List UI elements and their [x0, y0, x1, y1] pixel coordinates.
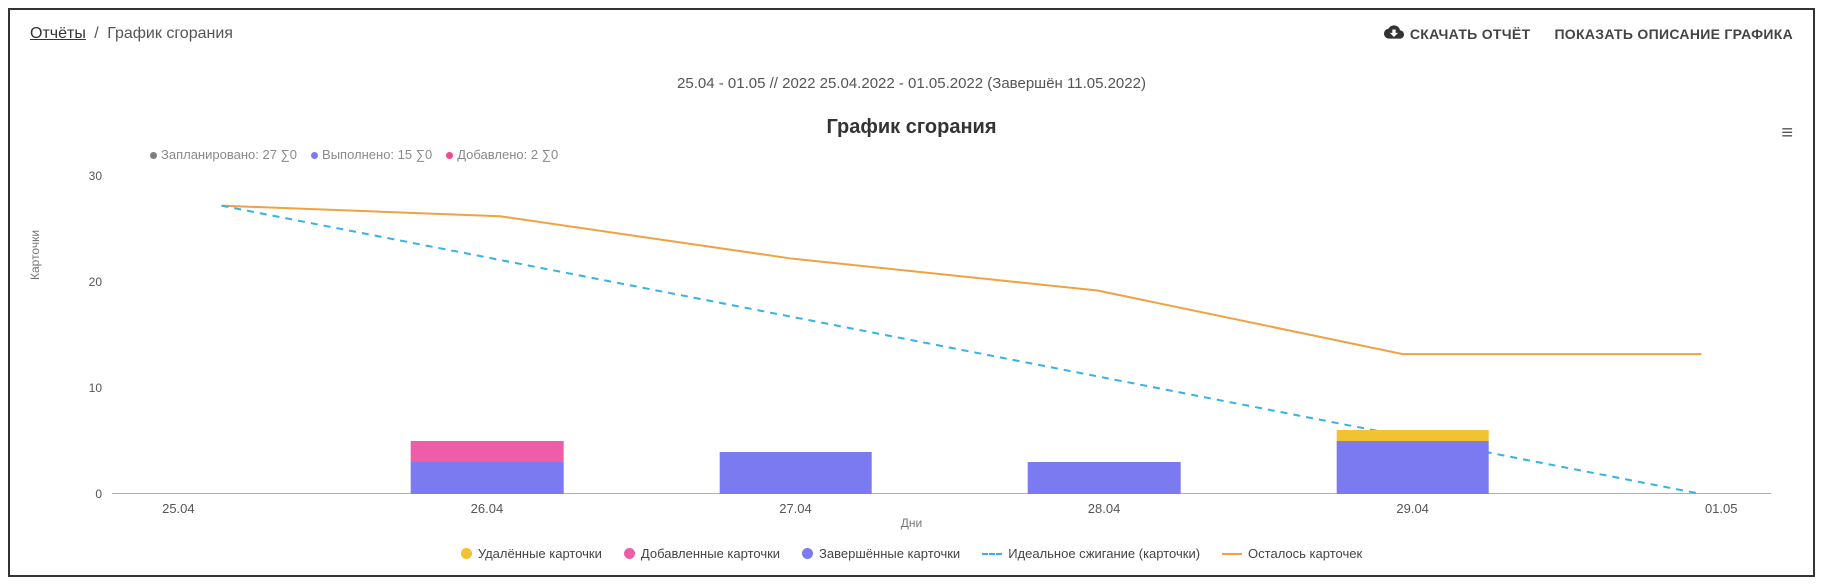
- y-axis-label: Карточки: [28, 230, 42, 280]
- x-tick: 28.04: [1088, 501, 1121, 516]
- bar-group: [1028, 462, 1181, 494]
- legend-label: Удалённые карточки: [478, 546, 602, 561]
- bar-seg-completed: [719, 452, 872, 494]
- x-tick: 29.04: [1396, 501, 1429, 516]
- top-legend-dot: [311, 152, 318, 159]
- top-actions: СКАЧАТЬ ОТЧЁТ ПОКАЗАТЬ ОПИСАНИЕ ГРАФИКА: [1384, 22, 1793, 45]
- date-range-subtitle: 25.04 - 01.05 // 2022 25.04.2022 - 01.05…: [10, 45, 1813, 92]
- y-tick: 10: [70, 381, 102, 395]
- top-legend-label: Запланировано: 27 ∑0: [161, 147, 297, 162]
- bar-group: [719, 452, 872, 494]
- show-description-label: ПОКАЗАТЬ ОПИСАНИЕ ГРАФИКА: [1554, 26, 1793, 42]
- download-report-label: СКАЧАТЬ ОТЧЁТ: [1410, 26, 1531, 42]
- hamburger-icon: ≡: [1781, 122, 1793, 144]
- bar-seg-completed: [1028, 462, 1181, 494]
- chart-menu-button[interactable]: ≡: [1781, 122, 1793, 145]
- x-tick: 27.04: [779, 501, 812, 516]
- bar-seg-completed: [1336, 441, 1489, 494]
- line-remaining: [221, 206, 1701, 354]
- chart-title: График сгорания: [10, 92, 1813, 139]
- legend-item[interactable]: Идеальное сжигание (карточки): [982, 546, 1200, 561]
- top-legend-dot: [150, 152, 157, 159]
- chart-area: 25.0426.0427.0428.0429.0401.05 0 10 20 30: [70, 170, 1783, 500]
- bar-seg-deleted: [1336, 430, 1489, 441]
- legend-label: Завершённые карточки: [819, 546, 960, 561]
- download-report-button[interactable]: СКАЧАТЬ ОТЧЁТ: [1384, 22, 1531, 45]
- breadcrumb-root-link[interactable]: Отчёты: [30, 25, 86, 42]
- bar-group: [411, 441, 564, 494]
- top-legend: Запланировано: 27 ∑0 Выполнено: 15 ∑0 Доба…: [10, 139, 1813, 162]
- bottom-legend: Удалённые карточки Добавленные карточки За…: [10, 546, 1813, 561]
- bar-seg-added: [411, 441, 564, 462]
- x-tick: 26.04: [471, 501, 504, 516]
- legend-label: Осталось карточек: [1248, 546, 1362, 561]
- bar-seg-completed: [411, 462, 564, 494]
- legend-item[interactable]: Осталось карточек: [1222, 546, 1362, 561]
- top-bar: Отчёты / График сгорания СКАЧАТЬ ОТЧЁТ П…: [10, 10, 1813, 45]
- y-tick: 0: [70, 487, 102, 501]
- report-panel: Отчёты / График сгорания СКАЧАТЬ ОТЧЁТ П…: [8, 8, 1815, 577]
- legend-label: Добавленные карточки: [641, 546, 780, 561]
- y-tick: 30: [70, 169, 102, 183]
- top-legend-dot: [446, 152, 453, 159]
- cloud-download-icon: [1384, 22, 1404, 45]
- bar-group: [1336, 430, 1489, 494]
- top-legend-label: Добавлено: 2 ∑0: [457, 147, 558, 162]
- legend-label: Идеальное сжигание (карточки): [1008, 546, 1200, 561]
- plot-region: 25.0426.0427.0428.0429.0401.05: [112, 176, 1771, 494]
- breadcrumb: Отчёты / График сгорания: [30, 25, 233, 43]
- x-tick: 01.05: [1705, 501, 1738, 516]
- chart-lines-svg: [112, 176, 1771, 494]
- breadcrumb-current: График сгорания: [107, 25, 233, 42]
- top-legend-label: Выполнено: 15 ∑0: [322, 147, 432, 162]
- show-description-button[interactable]: ПОКАЗАТЬ ОПИСАНИЕ ГРАФИКА: [1554, 26, 1793, 42]
- legend-swatch: [802, 548, 813, 559]
- legend-item[interactable]: Удалённые карточки: [461, 546, 602, 561]
- y-tick: 20: [70, 275, 102, 289]
- legend-item[interactable]: Добавленные карточки: [624, 546, 780, 561]
- legend-swatch: [624, 548, 635, 559]
- legend-item[interactable]: Завершённые карточки: [802, 546, 960, 561]
- legend-swatch: [982, 553, 1002, 555]
- breadcrumb-sep: /: [90, 25, 102, 42]
- x-tick: 25.04: [162, 501, 195, 516]
- x-axis-label: Дни: [901, 516, 922, 530]
- legend-swatch: [1222, 553, 1242, 555]
- legend-swatch: [461, 548, 472, 559]
